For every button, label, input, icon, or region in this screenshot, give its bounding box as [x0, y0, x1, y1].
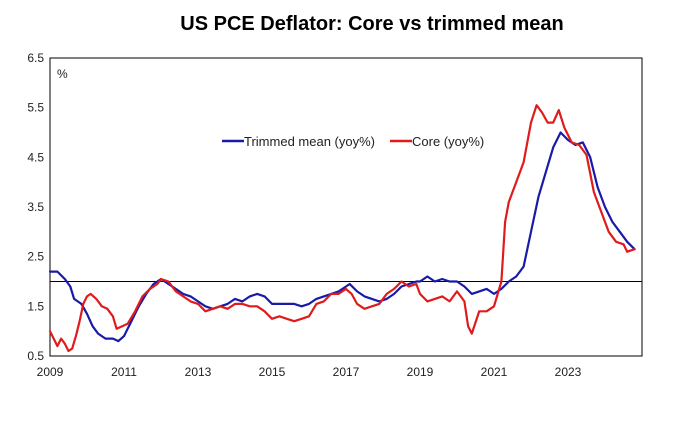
series-line-trimmed-mean	[48, 131, 636, 343]
x-tick-label: 2011	[111, 365, 137, 379]
y-tick-label: 6.5	[27, 51, 44, 65]
y-tick-label: 3.5	[27, 200, 44, 214]
legend-label: Trimmed mean (yoy%)	[244, 134, 375, 149]
legend: Trimmed mean (yoy%) Core (yoy%)	[222, 134, 484, 149]
y-tick-label: 2.5	[27, 250, 44, 264]
y-tick-labels: 0.5 1.5 2.5 3.5 4.5 5.5 6.5	[27, 51, 44, 363]
x-tick-label: 2021	[481, 365, 508, 379]
chart-title: US PCE Deflator: Core vs trimmed mean	[180, 13, 563, 35]
x-tick-labels: 2009 2011 2013 2015 2017 2019 2021 2023	[37, 365, 582, 379]
y-tick-label: 0.5	[27, 349, 44, 363]
x-tick-label: 2019	[407, 365, 434, 379]
series-line-core	[48, 104, 636, 353]
x-tick-label: 2015	[259, 365, 286, 379]
legend-label: Core (yoy%)	[412, 134, 484, 149]
x-tick-label: 2017	[333, 365, 360, 379]
y-unit-label: %	[57, 67, 68, 81]
y-tick-label: 1.5	[27, 299, 44, 313]
y-tick-label: 5.5	[27, 101, 44, 115]
series-lines	[48, 104, 636, 353]
y-tick-label: 4.5	[27, 150, 44, 164]
x-tick-label: 2009	[37, 365, 64, 379]
x-tick-label: 2013	[185, 365, 212, 379]
x-tick-label: 2023	[555, 365, 582, 379]
plot-frame	[49, 57, 643, 357]
